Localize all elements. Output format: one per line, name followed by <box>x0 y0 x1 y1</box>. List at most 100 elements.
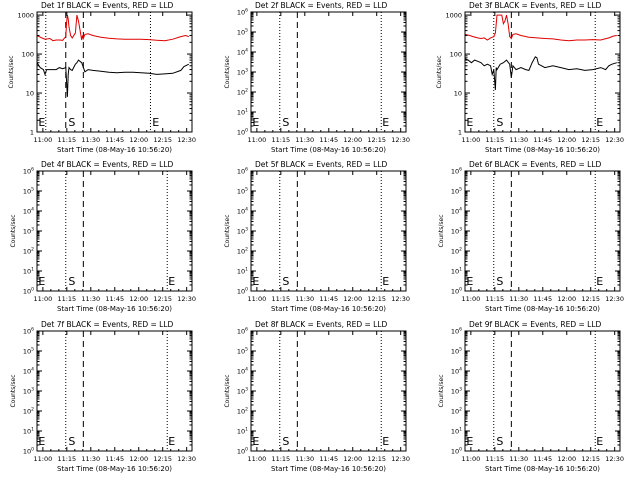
series-lld-line <box>36 14 189 42</box>
end-marker-label: E <box>596 116 603 129</box>
plot-frame <box>250 330 407 452</box>
x-tick-label: 12:30 <box>391 136 410 144</box>
x-tick-label: 12:30 <box>605 136 624 144</box>
y-tick-label: 102 <box>23 407 34 416</box>
x-tick-label: 12:30 <box>391 455 410 463</box>
y-axis-label: Counts/sec <box>436 55 443 88</box>
y-tick-label: 101 <box>237 108 248 117</box>
plot-frame <box>464 11 621 133</box>
y-tick-label: 100 <box>451 447 462 456</box>
x-tick-label: 11:00 <box>247 136 266 144</box>
x-tick-label: 11:15 <box>271 295 290 303</box>
y-axis-label: Counts/sec <box>438 374 445 407</box>
y-axis-label: Counts/sec <box>224 374 231 407</box>
x-tick-label: 12:00 <box>129 295 148 303</box>
x-tick-label: 12:15 <box>367 295 386 303</box>
x-axis-label: Start Time (08-May-16 10:56:20) <box>57 465 172 473</box>
x-axis-label: Start Time (08-May-16 10:56:20) <box>57 146 172 154</box>
y-tick-label: 101 <box>451 267 462 276</box>
x-tick-label: 12:30 <box>605 455 624 463</box>
end-marker-label: E <box>466 116 473 129</box>
end-marker-label: E <box>38 275 45 288</box>
y-tick-label: 101 <box>237 427 248 436</box>
x-tick-label: 12:00 <box>129 455 148 463</box>
x-tick-label: 11:45 <box>533 295 552 303</box>
y-tick-label: 105 <box>237 28 248 37</box>
y-tick-label: 103 <box>23 387 34 396</box>
plot-frame <box>36 170 193 292</box>
start-marker-label: S <box>68 435 75 448</box>
panel-det-5: Det 5f BLACK = Events, RED = LLD E S E 11:00… <box>224 160 410 313</box>
end-marker-label: E <box>466 275 473 288</box>
x-tick-label: 12:30 <box>391 295 410 303</box>
x-axis-label: Start Time (08-May-16 10:56:20) <box>271 465 386 473</box>
y-tick-label: 104 <box>23 367 34 376</box>
x-axis-label: Start Time (08-May-16 10:56:20) <box>57 305 172 313</box>
x-tick-label: 11:15 <box>485 295 504 303</box>
panel-title: Det 6f BLACK = Events, RED = LLD <box>469 160 602 169</box>
x-axis-label: Start Time (08-May-16 10:56:20) <box>485 305 600 313</box>
end-marker-label: E <box>252 275 259 288</box>
x-tick-label: 11:00 <box>461 136 480 144</box>
y-tick-label: 103 <box>451 227 462 236</box>
x-tick-label: 11:00 <box>33 455 52 463</box>
y-tick-label: 1000 <box>17 12 34 20</box>
x-tick-label: 12:00 <box>343 455 362 463</box>
x-tick-label: 12:30 <box>177 295 196 303</box>
x-tick-label: 11:00 <box>33 295 52 303</box>
plot-frame <box>36 330 193 452</box>
plot-frame <box>250 11 407 133</box>
y-tick-label: 105 <box>23 187 34 196</box>
x-tick-label: 12:15 <box>581 455 600 463</box>
x-tick-label: 11:30 <box>81 295 100 303</box>
y-tick-label: 103 <box>237 227 248 236</box>
x-tick-label: 11:30 <box>295 455 314 463</box>
end-marker-label: E <box>38 435 45 448</box>
start-marker-label: S <box>282 275 289 288</box>
y-tick-label: 106 <box>237 327 248 336</box>
y-tick-label: 105 <box>451 187 462 196</box>
x-axis-label: Start Time (08-May-16 10:56:20) <box>485 465 600 473</box>
end-marker-label: E <box>168 275 175 288</box>
y-axis-label: Counts/sec <box>10 374 17 407</box>
y-tick-label: 100 <box>22 51 34 59</box>
plot-frame <box>464 170 621 292</box>
start-marker-label: S <box>496 435 503 448</box>
y-axis-label: Counts/sec <box>224 214 231 247</box>
panel-title: Det 5f BLACK = Events, RED = LLD <box>255 160 388 169</box>
series-events-line <box>464 56 617 90</box>
y-tick-label: 101 <box>451 427 462 436</box>
y-tick-label: 104 <box>451 207 462 216</box>
x-axis-label: Start Time (08-May-16 10:56:20) <box>271 305 386 313</box>
y-tick-label: 102 <box>23 247 34 256</box>
start-marker-label: S <box>496 275 503 288</box>
x-tick-label: 11:45 <box>105 295 124 303</box>
x-tick-label: 11:30 <box>295 295 314 303</box>
x-tick-label: 11:15 <box>271 455 290 463</box>
panel-det-8: Det 8f BLACK = Events, RED = LLD E S E 11:00… <box>224 320 410 473</box>
y-tick-label: 104 <box>451 367 462 376</box>
x-tick-label: 12:30 <box>605 295 624 303</box>
x-tick-label: 11:45 <box>533 136 552 144</box>
x-tick-label: 11:00 <box>247 455 266 463</box>
start-marker-label: S <box>68 116 75 129</box>
panel-det-1: Det 1f BLACK = Events, RED = LLD E S E 11:00… <box>8 1 196 154</box>
x-tick-label: 12:15 <box>581 295 600 303</box>
y-tick-label: 103 <box>237 387 248 396</box>
x-tick-label: 12:15 <box>153 295 172 303</box>
start-marker-label: S <box>68 275 75 288</box>
y-tick-label: 102 <box>451 247 462 256</box>
x-tick-label: 11:15 <box>57 136 76 144</box>
x-axis-label: Start Time (08-May-16 10:56:20) <box>485 146 600 154</box>
x-tick-label: 12:00 <box>343 295 362 303</box>
panel-det-6: Det 6f BLACK = Events, RED = LLD E S E 11:00… <box>438 160 624 313</box>
x-tick-label: 11:45 <box>319 136 338 144</box>
panel-det-4: Det 4f BLACK = Events, RED = LLD E S E 11:00… <box>10 160 196 313</box>
y-tick-label: 106 <box>451 167 462 176</box>
x-tick-label: 11:45 <box>533 455 552 463</box>
series-lld-line <box>464 14 617 42</box>
x-tick-label: 11:30 <box>81 136 100 144</box>
y-tick-label: 102 <box>237 88 248 97</box>
x-tick-label: 11:00 <box>461 455 480 463</box>
